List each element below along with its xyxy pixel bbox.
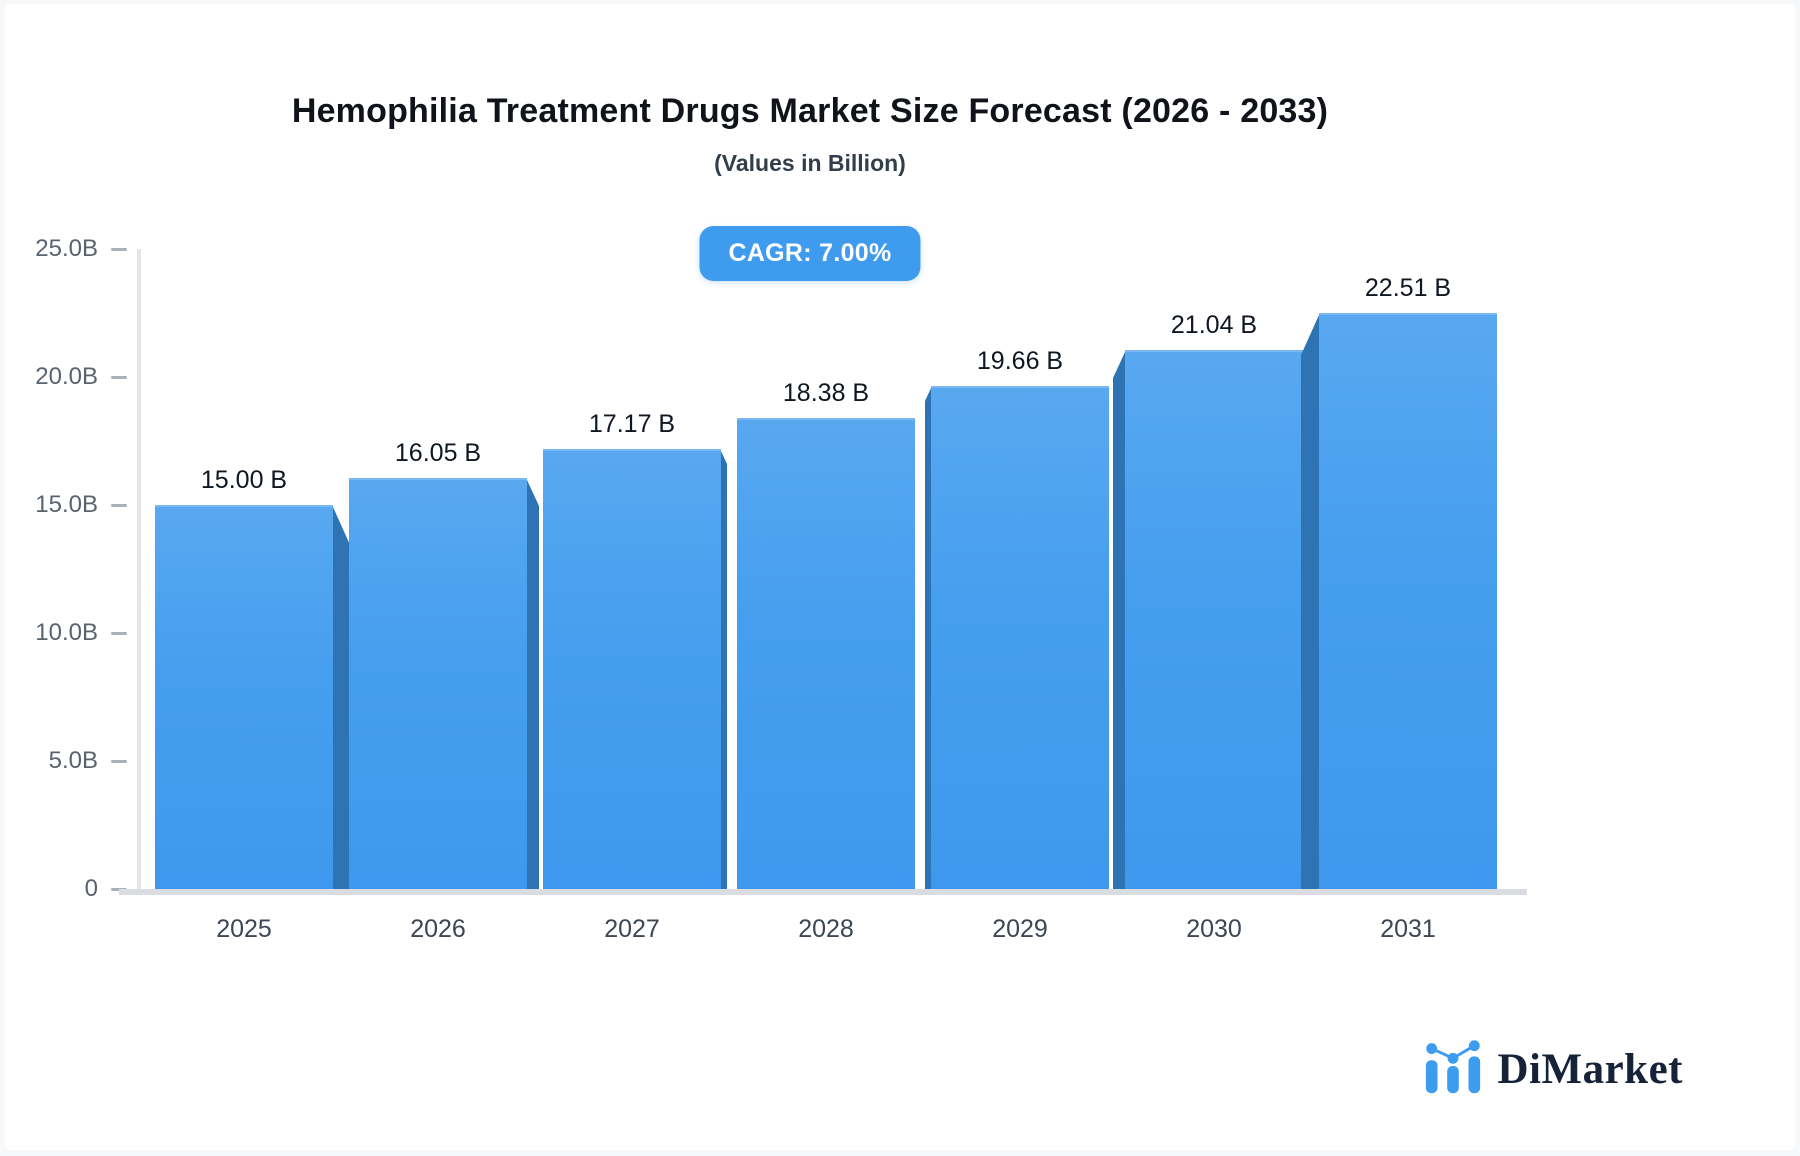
- x-axis-label-2025: 2025: [216, 915, 272, 943]
- bar-side-face: [721, 451, 727, 889]
- bars-container: 15.00 B 2025 16.05 B 2026 17.17 B 2027 18.38 B…: [141, 249, 1527, 943]
- x-axis-label-2026: 2026: [410, 915, 466, 943]
- y-tick-label: 20.0B: [35, 363, 98, 390]
- y-tick-dash: [111, 759, 127, 763]
- y-tick-dash: [111, 375, 127, 379]
- chart-card: Hemophilia Treatment Drugs Market Size F…: [5, 4, 1795, 1150]
- y-tick-label: 25.0B: [35, 235, 98, 262]
- bar-side-face: [925, 388, 931, 889]
- plot: 15.00 B 2025 16.05 B 2026 17.17 B 2027 18.38 B…: [119, 249, 1527, 943]
- bar-group-2030: 21.04 B 2030: [1113, 311, 1303, 943]
- bar-chart-dots-logo-icon: [1422, 1036, 1484, 1103]
- y-tick-label: 0: [84, 875, 98, 902]
- bar-2027: [543, 449, 727, 889]
- bar-value-label: 19.66 B: [976, 347, 1064, 375]
- bar-group-2031: 22.51 B 2031: [1301, 274, 1497, 943]
- bar-2030: [1113, 350, 1303, 889]
- bar-value-label: 16.05 B: [394, 439, 482, 467]
- bar-value-label: 15.00 B: [200, 466, 288, 494]
- y-tick-label: 5.0B: [48, 747, 98, 774]
- bar-side-face: [333, 507, 351, 889]
- bar-2028: [737, 418, 915, 889]
- bar-group-2029: 19.66 B 2029: [925, 347, 1109, 943]
- bar-2025: [155, 505, 351, 889]
- y-tick-10.0B: 10.0B: [35, 619, 127, 646]
- y-tick-20.0B: 20.0B: [35, 363, 127, 390]
- y-tick-label: 10.0B: [35, 619, 98, 646]
- bar-2031: [1301, 313, 1497, 889]
- x-axis-label-2028: 2028: [798, 915, 854, 943]
- logo-text: DiMarket: [1497, 1046, 1683, 1093]
- x-axis-label-2029: 2029: [992, 915, 1048, 943]
- x-axis-label-2027: 2027: [604, 915, 660, 943]
- bar-side-face: [1113, 352, 1125, 889]
- chart-subtitle: (Values in Billion): [714, 150, 906, 176]
- bar-value-label: 18.38 B: [782, 379, 870, 407]
- bar-side-face: [527, 480, 539, 889]
- bar-group-2028: 18.38 B 2028: [737, 379, 915, 943]
- y-axis: 25.0B 20.0B 15.0B 10.0B 5.0B 0: [27, 235, 137, 902]
- x-axis-label-2031: 2031: [1380, 915, 1436, 943]
- dimarket-logo: DiMarket: [1422, 1036, 1684, 1103]
- bar-value-label: 17.17 B: [588, 410, 676, 438]
- bar-value-label: 21.04 B: [1170, 311, 1258, 339]
- x-axis-baseline: [119, 889, 1527, 895]
- bar-2026: [349, 478, 539, 889]
- cagr-badge: CAGR: 7.00%: [699, 226, 921, 281]
- y-tick-25.0B: 25.0B: [35, 235, 127, 262]
- bar-group-2026: 16.05 B 2026: [349, 439, 539, 943]
- y-tick-15.0B: 15.0B: [35, 491, 127, 518]
- y-tick-label: 15.0B: [35, 491, 98, 518]
- bar-group-2027: 17.17 B 2027: [543, 410, 727, 943]
- y-tick-dash: [111, 631, 127, 635]
- y-tick-dash: [111, 503, 127, 507]
- x-axis-label-2030: 2030: [1186, 915, 1242, 943]
- bar-2029: [925, 386, 1109, 889]
- bar-side-face: [1301, 315, 1319, 889]
- y-tick-5.0B: 5.0B: [48, 747, 127, 774]
- bar-value-label: 22.51 B: [1364, 274, 1452, 302]
- bar-chart: 25.0B 20.0B 15.0B 10.0B 5.0B 0 15.00 B 2025 16.…: [27, 235, 1527, 949]
- bar-group-2025: 15.00 B 2025: [155, 466, 351, 943]
- y-tick-dash: [111, 247, 127, 251]
- chart-title: Hemophilia Treatment Drugs Market Size F…: [291, 92, 1329, 130]
